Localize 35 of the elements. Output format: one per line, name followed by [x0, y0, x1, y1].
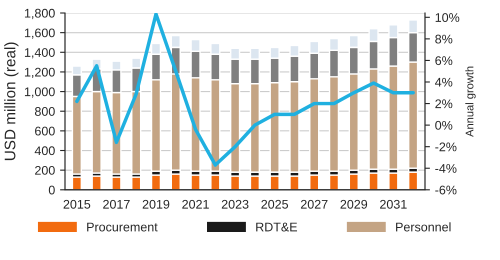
y2-tick-label: 6%: [435, 56, 452, 66]
bar: [408, 171, 418, 190]
legend-label: Procurement: [87, 222, 158, 232]
y2-tick-label: 8%: [435, 34, 452, 44]
y-tick-label: 1,400: [24, 48, 55, 58]
x-tick-label: 2025: [261, 200, 288, 209]
y-tick-label: 400: [34, 146, 55, 156]
y2-tick-label: -4%: [435, 164, 457, 173]
legend-label: Personnel: [396, 222, 451, 232]
x-tick-label: 2029: [340, 200, 368, 209]
x-tick-label: 2019: [142, 200, 170, 209]
y-tick-label: 800: [34, 107, 55, 116]
legend-label: RDT&E: [256, 222, 298, 232]
y-tick-label: 200: [35, 166, 55, 175]
y-tick-label: 0: [48, 186, 55, 194]
x-tick-label: 2021: [182, 200, 209, 209]
y2-axis-title: Annual growth: [465, 66, 476, 137]
y2-tick-label: 2%: [435, 99, 452, 108]
x-tick-label: 2027: [300, 200, 328, 209]
x-tick-label: 2023: [222, 200, 248, 209]
y-tick-label: 1,600: [24, 28, 55, 39]
y2-tick-label: 0%: [435, 120, 452, 130]
y-tick-label: 1,200: [24, 68, 55, 78]
y2-tick-label: 4%: [435, 78, 452, 87]
y2-tick-label: 10%: [436, 13, 460, 22]
line-series: [75, 13, 415, 167]
y-axis-title: USD million (real): [4, 42, 18, 160]
y2-tick-label: -2%: [435, 142, 457, 152]
x-tick-label: 2017: [103, 200, 130, 209]
x-tick-label: 2031: [380, 200, 407, 209]
y-tick-label: 1,000: [24, 87, 55, 98]
y-tick-label: 600: [35, 126, 55, 136]
x-tick-label: 2015: [64, 200, 90, 209]
y-tick-label: 1,800: [24, 8, 55, 20]
y2-tick-label: -6%: [435, 186, 457, 194]
